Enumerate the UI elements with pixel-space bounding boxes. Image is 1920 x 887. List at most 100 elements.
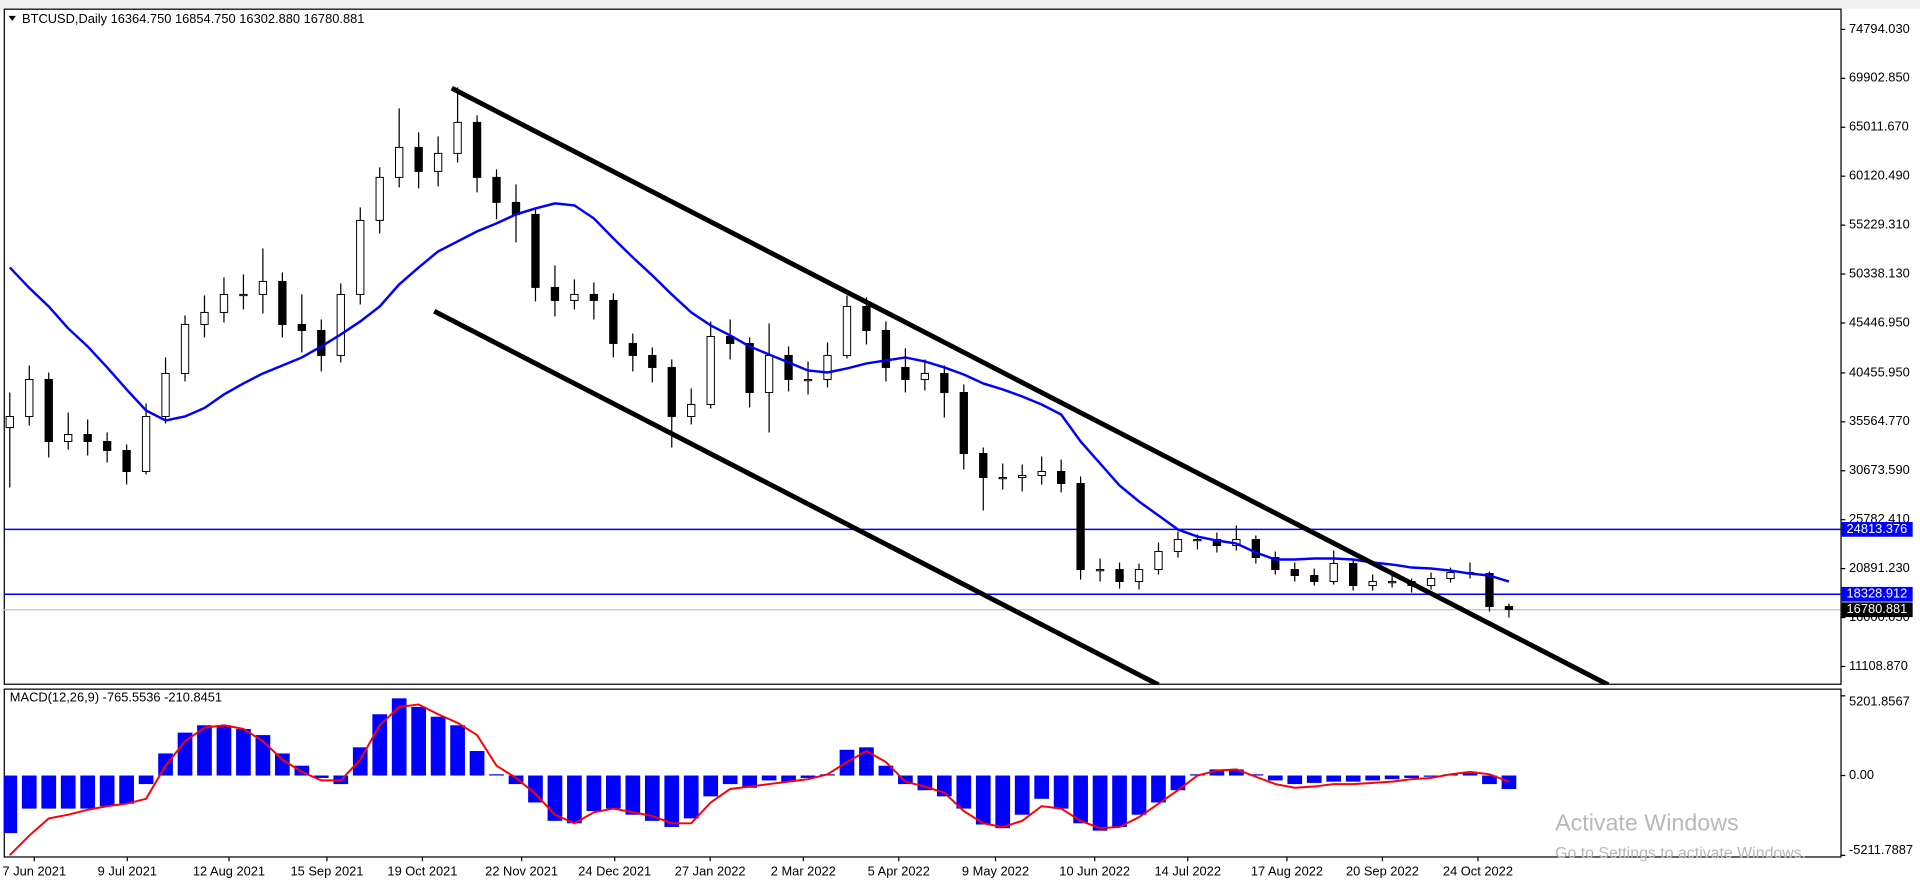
level-label: 18328.912 [1847,586,1908,601]
candle-body [258,280,268,295]
macd-bar [372,714,388,776]
macd-bar [1482,775,1497,785]
watermark-title: Activate Windows [1555,810,1739,836]
macd-bar [1345,775,1361,782]
candle-body [1426,578,1436,587]
candle-body [83,433,92,442]
candle-body [531,213,540,288]
macd-plot [3,698,1517,856]
x-tick-label: 24 Dec 2021 [578,864,651,879]
candle-body [25,378,34,417]
macd-tick-label: 0.00 [1849,767,1874,782]
macd-bar [1131,775,1147,815]
macd-bar [138,775,154,785]
macd-bar [469,751,485,776]
macd-bar [781,775,796,782]
macd-bar [1306,775,1322,783]
macd-bar [275,753,290,776]
candle-body [414,146,423,172]
macd-bar [508,775,524,785]
watermark-subtitle: Go to Settings to activate Windows. [1555,845,1806,862]
candle-body [570,293,579,301]
candle-body [180,323,190,374]
macd-bar [177,732,193,776]
candle-body [336,293,345,356]
y-tick-label: 50338.130 [1849,265,1910,280]
candle-body [64,433,73,442]
y-tick-label: 20891.230 [1849,560,1910,575]
candle-body [317,329,326,356]
macd-tick-label: 5201.8567 [1849,693,1910,708]
candle-body [1134,569,1144,583]
macd-bar [625,775,641,815]
macd-bar [1287,775,1303,785]
candle-body [5,415,14,428]
trendline [450,86,1610,685]
macd-bar [683,775,699,819]
candle-body [200,311,209,325]
macd-bar [391,698,407,776]
macd-bar [878,765,894,776]
macd-bar [1170,775,1186,791]
macd-bar [975,775,991,825]
candle-body [1504,606,1514,611]
candle-body [1095,569,1105,572]
current-price-label: 16780.881 [1847,601,1908,616]
level-label: 24813.376 [1847,521,1908,536]
x-tick-label: 5 Apr 2022 [868,864,930,879]
x-tick-label: 10 Jun 2022 [1059,864,1130,879]
candle-body [1154,551,1163,571]
toolbar [0,0,1920,9]
candle-body [628,342,637,356]
candle-body [589,293,599,301]
candle-body [1115,569,1124,583]
candle-body [1056,471,1066,484]
candle-body [1290,569,1299,577]
x-tick-label: 27 Jan 2022 [675,864,746,879]
x-tick-label: 20 Sep 2022 [1346,864,1419,879]
y-tick-label: 30673.590 [1849,462,1910,477]
candle-body [920,372,930,380]
x-tick-label: 9 May 2022 [962,864,1029,879]
candle-body [1271,557,1280,571]
macd-bar [1151,775,1166,803]
candle-body [687,403,696,417]
candle-body [453,121,462,154]
macd-bar [489,774,504,776]
axes: 74794.030 69902.850 65011.670 60120.490 5522… [2,21,1913,879]
candle-body [979,453,988,478]
candle-body [102,440,112,451]
candle-body [433,152,443,172]
macd-bar [1014,775,1030,815]
y-tick-label: 11108.870 [1849,658,1908,673]
candle-body [1018,475,1027,478]
x-tick-label: 7 Jun 2021 [2,864,66,879]
macd-bar [197,725,212,776]
y-tick-label: 65011.670 [1849,119,1909,134]
candle-body [278,280,287,325]
candle-body [239,293,248,297]
macd-bar [664,775,680,827]
x-tick-label: 17 Aug 2022 [1251,864,1323,879]
candle-body [1037,471,1046,476]
y-tick-label: 45446.950 [1849,314,1910,329]
main-plot [3,86,1841,685]
macd-bar [1112,775,1127,827]
candle-body [1485,573,1494,608]
macd-bar [1034,775,1050,799]
candle-body [1349,563,1358,587]
candle-body [706,335,715,405]
candle-body [667,366,676,417]
y-tick-label: 69902.850 [1849,70,1910,85]
current-price-tag [1841,602,1913,618]
macd-bar [859,747,874,776]
candle-body [862,305,871,331]
candle-body [297,323,306,331]
candle-body [1368,581,1377,587]
macd-bar [21,775,37,809]
candle-body [44,378,53,442]
macd-bar [995,775,1011,829]
macd-bar [956,775,972,809]
